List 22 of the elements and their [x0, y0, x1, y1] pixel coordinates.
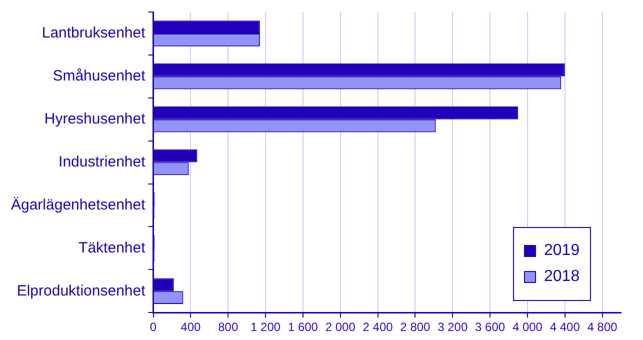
y-tick-label: Elproduktionsenhet	[16, 282, 146, 300]
x-tick-label: 400	[180, 320, 202, 334]
x-tick-label: 0	[150, 320, 157, 334]
x-tick-label: 4 400	[550, 320, 580, 334]
x-tick-label: 1 600	[288, 320, 318, 334]
x-tick-label: 4 800	[587, 320, 618, 334]
y-tick-label: Hyreshusenhet	[44, 110, 146, 128]
legend-label: 2019	[544, 242, 580, 260]
x-tick-label: 3 600	[475, 320, 506, 334]
x-tick-label: 2 000	[325, 320, 356, 334]
x-tick-label: 800	[218, 320, 238, 334]
x-tick-label: 4 000	[512, 320, 543, 334]
y-tick-label: Småhusenhet	[52, 68, 146, 85]
y-tick-label: Ägarlägenhetsenhet	[10, 196, 146, 214]
legend-label: 2018	[544, 268, 580, 286]
y-tick-label: Lantbruksenhet	[42, 24, 146, 42]
y-tick-label: Industrienhet	[58, 153, 146, 170]
x-tick-label: 2 800	[400, 320, 431, 334]
y-tick-label: Täktenhet	[78, 239, 146, 256]
x-tick-label: 3 200	[438, 320, 468, 334]
x-tick-label: 2 400	[362, 320, 394, 334]
x-tick-label: 1 200	[250, 320, 281, 334]
